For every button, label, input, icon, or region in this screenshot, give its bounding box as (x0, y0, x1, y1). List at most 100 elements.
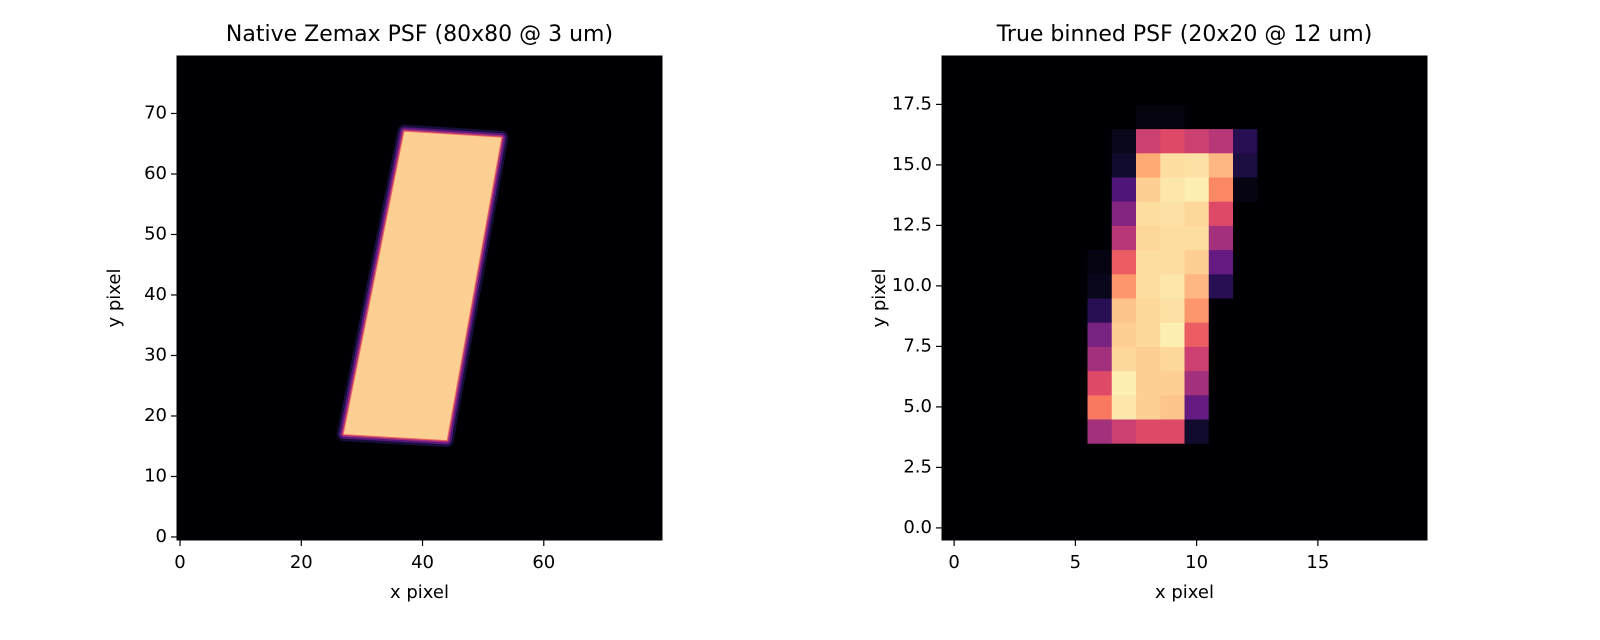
heatmap-cell (1281, 394, 1307, 420)
heatmap-cell (942, 419, 967, 444)
x-tick-label: 5 (1070, 552, 1081, 573)
heatmap-cell (990, 225, 1016, 251)
heatmap-cell (1208, 346, 1234, 372)
heatmap-cell (990, 104, 1016, 130)
heatmap-cell (1160, 394, 1185, 420)
heatmap-cell (1184, 177, 1210, 202)
heatmap-cell (942, 177, 967, 202)
heatmap-cell (1111, 104, 1137, 130)
heatmap-cell (1160, 443, 1185, 468)
heatmap-cell (1402, 249, 1428, 275)
heatmap-cell (1257, 467, 1282, 493)
heatmap-cell (1257, 249, 1282, 275)
heatmap-cell (1208, 322, 1234, 347)
heatmap-cell (990, 346, 1016, 372)
heatmap-cell (1184, 56, 1210, 81)
heatmap-cell (1354, 443, 1379, 468)
heatmap-cell (1160, 80, 1185, 105)
heatmap-cell (1136, 80, 1161, 105)
heatmap-cell (1305, 56, 1331, 81)
heatmap-cell (1063, 467, 1088, 493)
heatmap-cell (1402, 201, 1428, 226)
heatmap-cell (1111, 225, 1137, 251)
heatmap-cell (1402, 419, 1428, 444)
y-axis-label: y pixel (869, 269, 890, 328)
heatmap-cell (1063, 322, 1088, 347)
heatmap-cell (942, 225, 967, 251)
heatmap-cell (1014, 370, 1040, 396)
heatmap-cell (1136, 467, 1161, 493)
heatmap-cell (1305, 273, 1331, 299)
heatmap-cell (1354, 201, 1379, 226)
heatmap-cell (942, 152, 967, 178)
heatmap-cell (1063, 201, 1088, 226)
heatmap-cell (1136, 104, 1161, 130)
heatmap-cell (1208, 80, 1234, 105)
heatmap-cell (990, 443, 1016, 468)
heatmap-cell (1233, 152, 1258, 178)
heatmap-cell (1354, 152, 1379, 178)
heatmap-cell (1208, 225, 1234, 251)
heatmap-cell (1257, 273, 1282, 299)
heatmap-cell (1402, 273, 1428, 299)
heatmap-cell (1014, 80, 1040, 105)
heatmap-cell (942, 491, 967, 517)
heatmap-cell (966, 152, 991, 178)
heatmap-cell (990, 491, 1016, 517)
heatmap-cell (1354, 346, 1379, 372)
heatmap-cell (1402, 104, 1428, 130)
heatmap-cell (1208, 56, 1234, 81)
heatmap-cell (1402, 152, 1428, 178)
heatmap-cell (1111, 443, 1137, 468)
heatmap-cell (942, 128, 967, 154)
heatmap-cell (1354, 104, 1379, 130)
heatmap-cell (1136, 443, 1161, 468)
heatmap-cell (1160, 467, 1185, 493)
heatmap-cell (1330, 152, 1355, 178)
heatmap-cell (1063, 346, 1088, 372)
heatmap-cell (1378, 515, 1404, 541)
heatmap-cell (966, 273, 991, 299)
heatmap-cell (1257, 80, 1282, 105)
heatmap-cell (1184, 370, 1210, 396)
heatmap-cell (1281, 322, 1307, 347)
heatmap-cell (1378, 201, 1404, 226)
heatmap-cell (1039, 225, 1064, 251)
heatmap-cell (1330, 394, 1355, 420)
heatmap-cell (1281, 346, 1307, 372)
heatmap-cell (1330, 104, 1355, 130)
heatmap-cell (1330, 273, 1355, 299)
heatmap-cell (1063, 273, 1088, 299)
heatmap-cell (1402, 467, 1428, 493)
heatmap-cell (1257, 515, 1282, 541)
heatmap-cell (1087, 249, 1113, 275)
heatmap-cell (966, 225, 991, 251)
heatmap-cell (1184, 80, 1210, 105)
y-tick-label: 2.5 (903, 456, 932, 477)
heatmap-cell (1087, 152, 1113, 178)
heatmap-cell (966, 394, 991, 420)
heatmap-cell (1305, 80, 1331, 105)
heatmap-cell (1111, 491, 1137, 517)
heatmap-cell (1257, 152, 1282, 178)
heatmap-cell (990, 249, 1016, 275)
heatmap-cell (1233, 515, 1258, 541)
heatmap-cell (1039, 443, 1064, 468)
heatmap-cell (1208, 419, 1234, 444)
heatmap-cell (1184, 491, 1210, 517)
heatmap-cell (1160, 56, 1185, 81)
heatmap-cell (1087, 201, 1113, 226)
heatmap-cell (1184, 322, 1210, 347)
heatmap-cell (1354, 80, 1379, 105)
heatmap-cell (1160, 515, 1185, 541)
heatmap-cell (1208, 443, 1234, 468)
heatmap-cell (1111, 515, 1137, 541)
heatmap-cell (1402, 298, 1428, 323)
heatmap-cell (990, 370, 1016, 396)
heatmap-cell (966, 370, 991, 396)
heatmap-cell (1305, 298, 1331, 323)
heatmap-cell (1184, 104, 1210, 130)
heatmap-cell (1184, 419, 1210, 444)
heatmap-cell (1208, 515, 1234, 541)
heatmap-cell (1087, 273, 1113, 299)
